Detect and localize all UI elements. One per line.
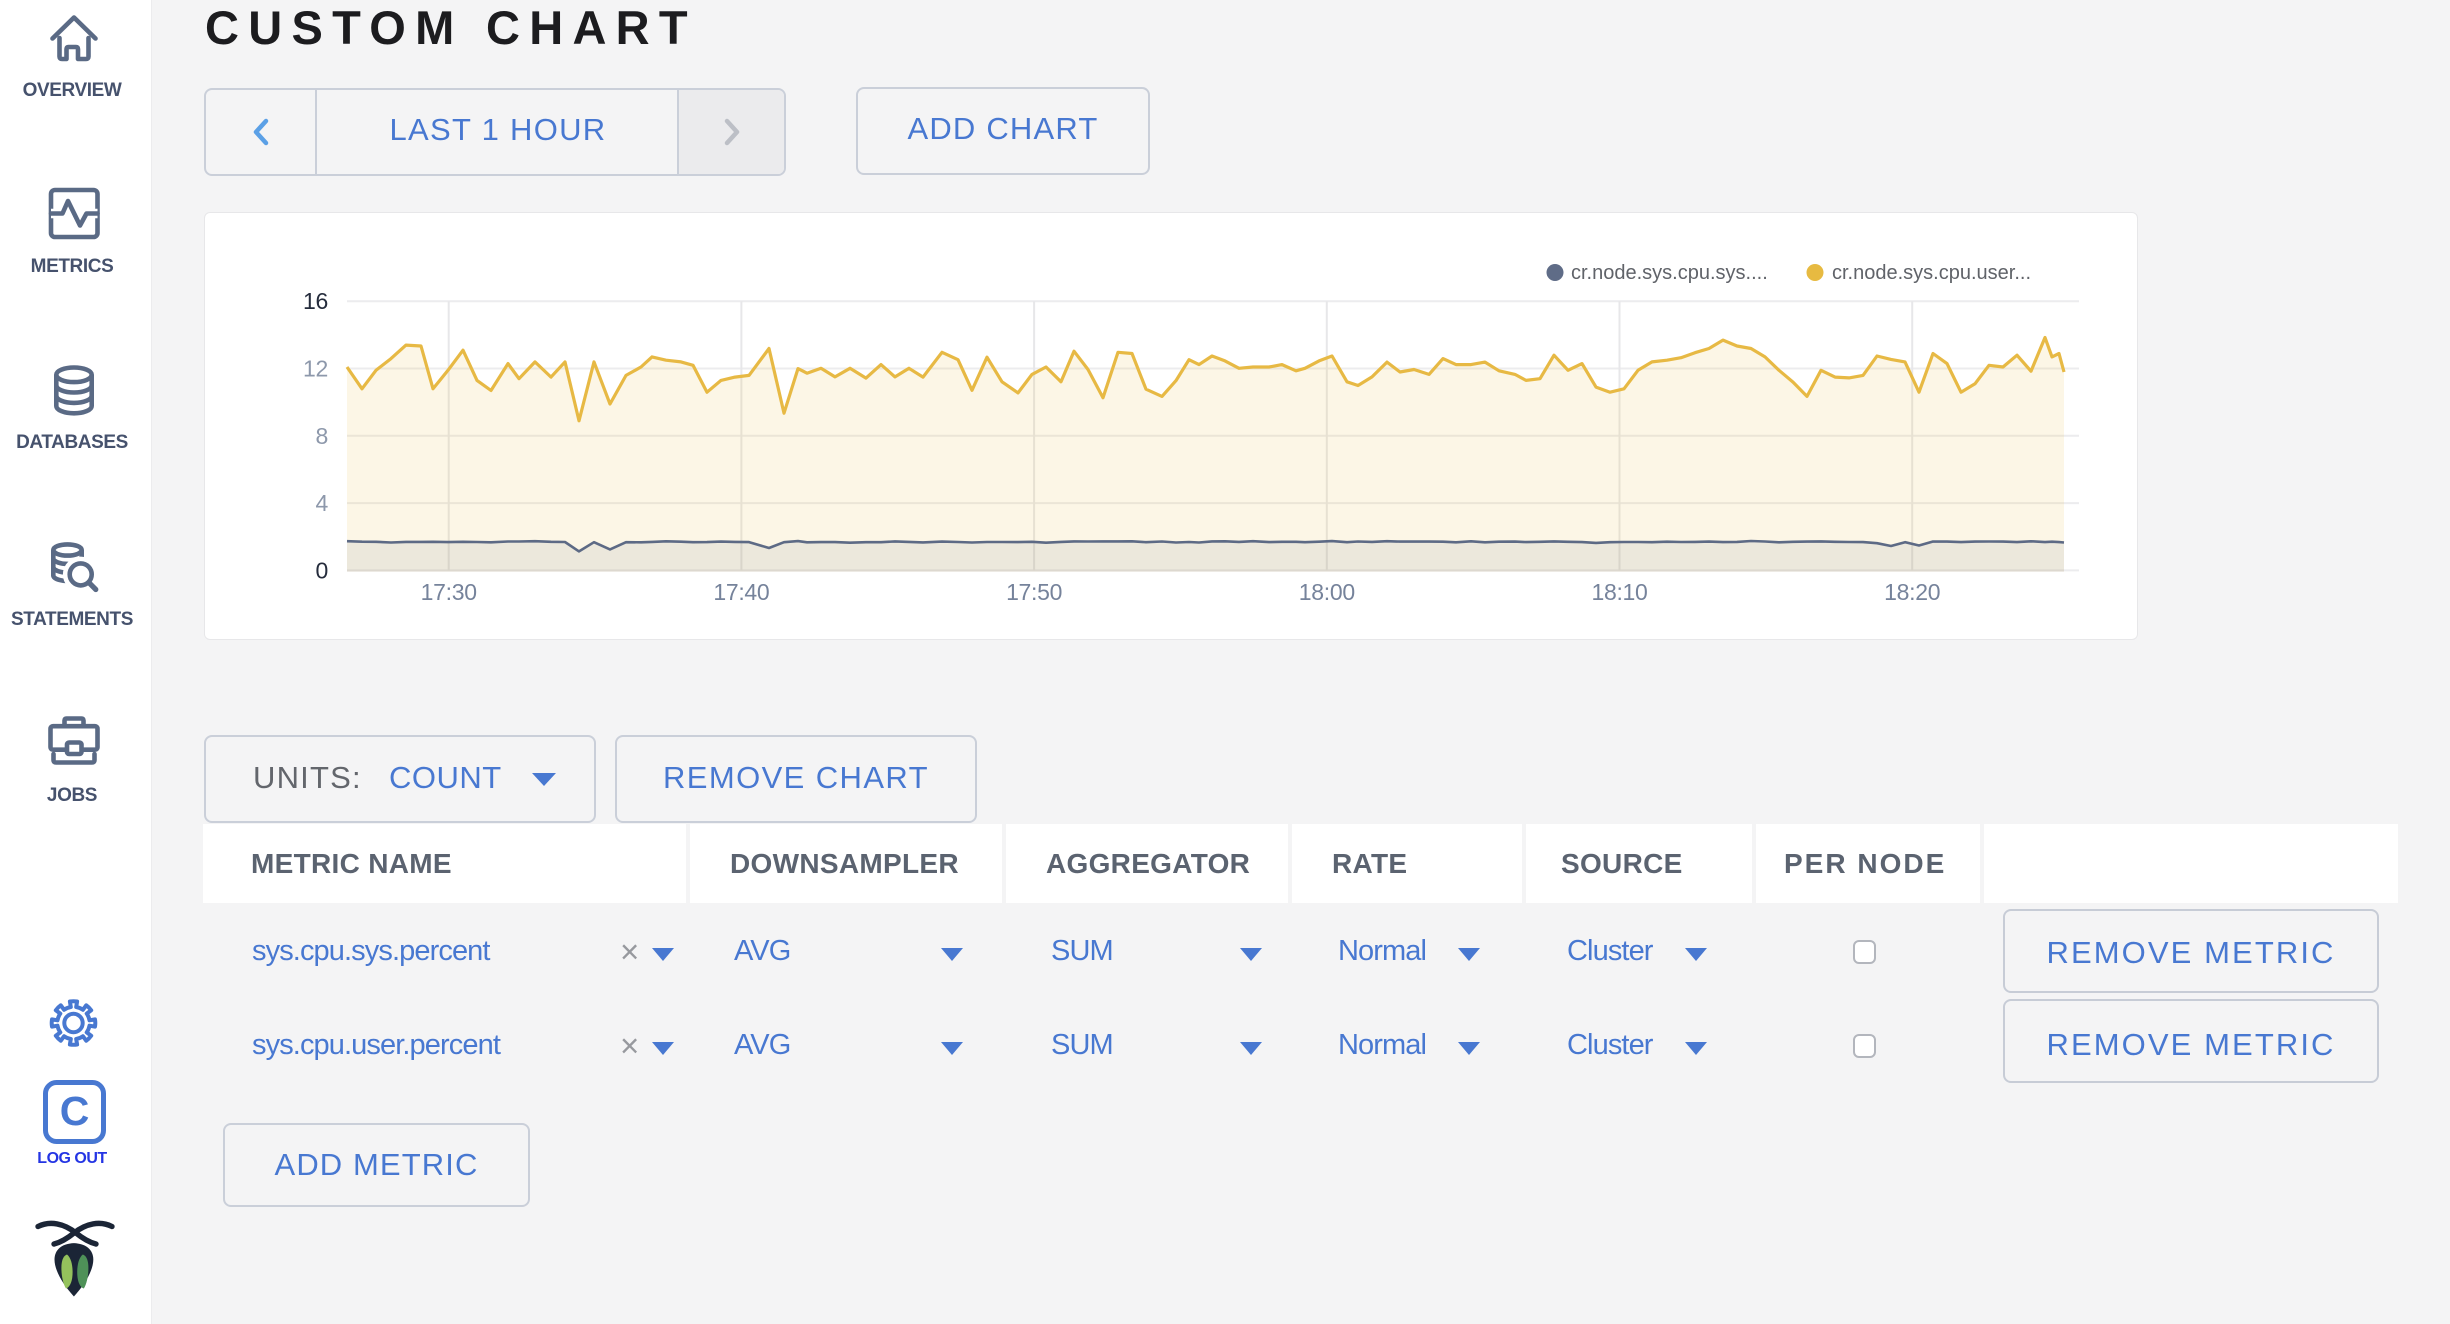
svg-text:8: 8 <box>316 423 329 449</box>
svg-text:17:50: 17:50 <box>1006 579 1062 605</box>
svg-text:C: C <box>60 1088 90 1134</box>
svg-text:cr.node.sys.cpu.sys....: cr.node.sys.cpu.sys.... <box>1571 262 1768 284</box>
svg-text:cr.node.sys.cpu.user...: cr.node.sys.cpu.user... <box>1832 262 2031 284</box>
svg-text:18:10: 18:10 <box>1591 579 1647 605</box>
svg-text:12: 12 <box>303 356 328 382</box>
svg-text:18:00: 18:00 <box>1299 579 1355 605</box>
svg-text:17:30: 17:30 <box>421 579 477 605</box>
svg-text:18:20: 18:20 <box>1884 579 1940 605</box>
svg-text:0: 0 <box>316 557 329 583</box>
svg-text:4: 4 <box>316 490 329 516</box>
svg-text:16: 16 <box>303 288 328 314</box>
svg-text:17:40: 17:40 <box>713 579 769 605</box>
